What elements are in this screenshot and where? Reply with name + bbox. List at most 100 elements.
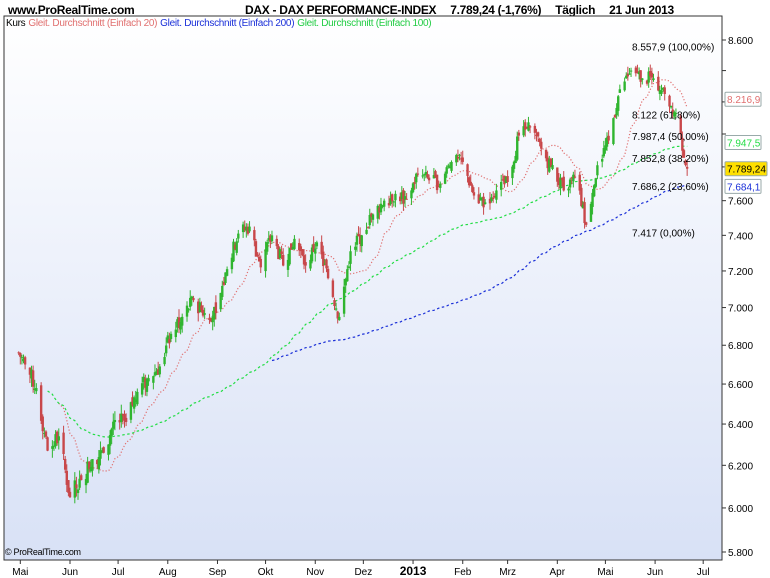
candle-body xyxy=(134,399,137,403)
candle xyxy=(304,254,307,273)
candle xyxy=(674,108,678,119)
candle-body xyxy=(52,445,56,447)
candle-body xyxy=(403,196,407,200)
fibonacci-label: 7.987,4 (50,00%) xyxy=(632,132,709,143)
candle xyxy=(415,172,418,189)
candle xyxy=(164,337,168,357)
candle xyxy=(657,71,660,92)
candle-body xyxy=(110,428,113,436)
fibonacci-label: 7.686,2 (23,60%) xyxy=(632,182,709,193)
candle-body xyxy=(156,369,160,375)
candle xyxy=(501,173,505,182)
candle-body xyxy=(560,177,564,181)
site-name[interactable]: www.ProRealTime.com xyxy=(8,3,135,17)
candle-body xyxy=(424,171,428,176)
candle xyxy=(174,321,177,343)
candle xyxy=(355,232,359,252)
candle xyxy=(592,184,596,198)
candle-body xyxy=(54,434,57,447)
candle-body xyxy=(118,420,121,423)
candle xyxy=(176,316,179,333)
candle xyxy=(298,238,301,256)
candle xyxy=(84,473,88,494)
x-tick-label: Apr xyxy=(550,567,566,578)
candle-body xyxy=(488,198,492,204)
candle-body xyxy=(62,432,65,455)
candle-body xyxy=(355,235,359,245)
x-tick-label: Mrz xyxy=(499,567,516,578)
candle-body xyxy=(22,358,25,362)
fibonacci-label: 8.557,9 (100,00%) xyxy=(632,42,714,53)
candle xyxy=(668,94,671,113)
candle xyxy=(560,177,564,187)
candle-body xyxy=(241,224,245,233)
ma100-line xyxy=(47,145,688,438)
candle xyxy=(197,298,200,322)
candle xyxy=(211,310,214,331)
candle xyxy=(326,265,330,280)
candle-body xyxy=(546,157,549,169)
candle-body xyxy=(342,286,346,314)
candle xyxy=(57,428,60,450)
candle xyxy=(68,487,72,499)
candle xyxy=(382,198,386,212)
candle xyxy=(96,459,99,469)
candle xyxy=(551,157,554,171)
candle-body xyxy=(179,322,182,330)
candle xyxy=(280,245,283,260)
candle xyxy=(636,64,639,74)
candle-body xyxy=(75,484,78,488)
candle xyxy=(270,230,274,244)
fibonacci-label: 7.417 (0,00%) xyxy=(632,228,695,239)
candle xyxy=(99,441,102,466)
candle xyxy=(456,149,460,163)
candle-body xyxy=(168,338,171,344)
candle xyxy=(17,351,20,356)
candle xyxy=(349,245,352,271)
candle-body xyxy=(288,247,291,265)
candle xyxy=(495,183,498,204)
candle-body xyxy=(108,435,112,446)
candle xyxy=(533,123,537,140)
candle xyxy=(121,413,125,425)
value-box-label: 7.789,24 xyxy=(727,165,766,176)
candle xyxy=(219,292,222,312)
candle-body xyxy=(280,251,283,254)
candle xyxy=(472,187,476,200)
candle-body xyxy=(41,416,44,432)
candle xyxy=(400,186,404,205)
candle-body xyxy=(562,176,565,191)
candle xyxy=(129,401,133,424)
candle xyxy=(527,116,530,132)
candle xyxy=(136,388,139,406)
candle-body xyxy=(219,292,222,310)
candle-body xyxy=(556,167,559,182)
candle-body xyxy=(623,81,626,91)
candle-body xyxy=(432,175,436,179)
candle xyxy=(618,84,622,93)
candle-body xyxy=(286,259,290,270)
candle-body xyxy=(629,70,633,72)
candle xyxy=(140,376,144,398)
candle xyxy=(673,110,676,120)
candle-body xyxy=(594,178,597,187)
candle xyxy=(124,413,128,427)
candle xyxy=(91,459,94,477)
y-tick-label: 7.000 xyxy=(728,304,753,315)
y-tick-label: 7.600 xyxy=(728,197,753,208)
candle-body xyxy=(360,235,363,247)
candle-body xyxy=(99,450,102,459)
candle-body xyxy=(131,397,134,406)
candle-body xyxy=(578,174,581,191)
candle xyxy=(20,354,24,365)
candle-body xyxy=(626,73,630,77)
candle xyxy=(54,430,57,449)
candle-body xyxy=(469,181,472,186)
candle-body xyxy=(354,246,357,250)
candle xyxy=(131,391,134,407)
candle-body xyxy=(645,80,649,84)
candle-body xyxy=(136,391,139,405)
candle-body xyxy=(358,235,362,245)
candle xyxy=(286,253,290,278)
